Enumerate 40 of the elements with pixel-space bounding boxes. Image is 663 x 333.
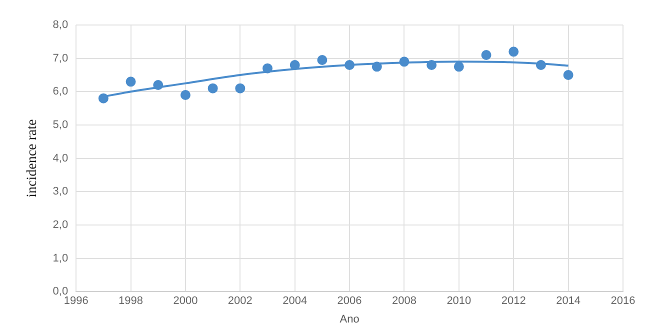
point: [481, 50, 492, 60]
x-tick-label: 2012: [501, 295, 526, 308]
y-tick-label: 3,0: [52, 186, 68, 198]
y-tick-label: 6,0: [52, 86, 68, 98]
point: [426, 60, 437, 70]
point: [317, 54, 328, 65]
point: [98, 93, 108, 104]
y-tick-label: 7,0: [52, 52, 68, 64]
point: [153, 80, 164, 90]
x-tick-label: 1996: [64, 295, 88, 308]
point: [536, 60, 546, 70]
x-tick-label: 2016: [610, 295, 636, 308]
x-tick-label: 2010: [446, 295, 472, 308]
point: [399, 56, 410, 67]
y-tick-label: 2,0: [52, 218, 68, 231]
x-tick-label: 1998: [118, 295, 144, 308]
x-tick-label: 2006: [337, 295, 362, 308]
x-tick-label: 2002: [228, 295, 252, 308]
point: [563, 70, 574, 80]
x-tick-label: 2004: [282, 295, 308, 308]
x-tick-label: 2008: [392, 295, 416, 308]
point: [262, 63, 273, 74]
y-tick-label: 1,0: [52, 252, 68, 264]
point: [208, 83, 218, 94]
point: [372, 62, 382, 72]
point: [180, 90, 190, 100]
point: [508, 46, 519, 57]
y-axis-title: incidence rate: [25, 119, 40, 198]
x-tick-label: 2000: [173, 295, 198, 308]
point: [126, 76, 136, 87]
x-tick-label: 2014: [556, 295, 581, 308]
x-axis-title: Ano: [340, 313, 360, 326]
y-tick-label: 0,0: [52, 286, 68, 298]
point: [344, 60, 355, 70]
y-tick-label: 8,0: [52, 19, 68, 32]
point: [235, 83, 246, 94]
y-tick-label: 5,0: [52, 119, 68, 132]
point: [454, 62, 464, 72]
y-tick-label: 4,0: [52, 152, 68, 164]
point: [290, 60, 300, 70]
